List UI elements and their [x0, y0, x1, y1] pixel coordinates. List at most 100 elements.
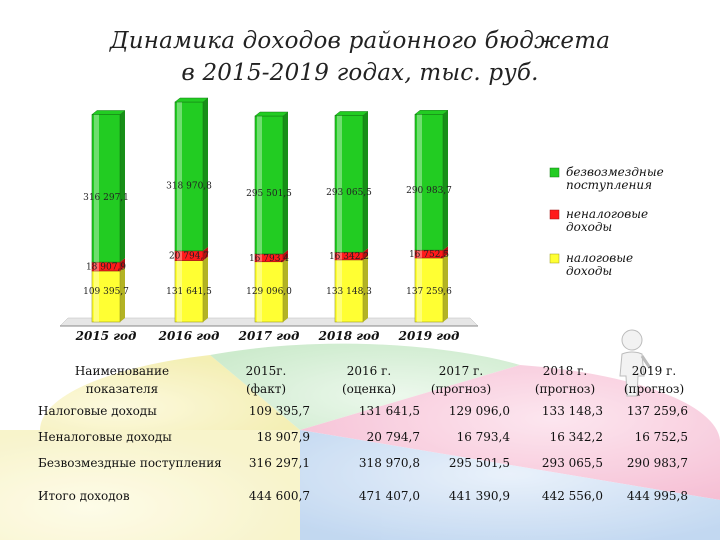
legend-swatch-0 — [549, 167, 560, 178]
bar-highlight-1-4 — [417, 250, 422, 258]
bar-2-0 — [91, 114, 121, 263]
table-cell-2-2: 295 501,5 — [448, 456, 510, 470]
bar-label-0-2: 129 096,0 — [246, 287, 292, 297]
bar-side-2-0 — [120, 110, 125, 263]
decorative-pie — [0, 343, 720, 540]
legend-label-line1-0: безвозмездные — [566, 165, 664, 179]
table-cell-0-1: 131 641,5 — [358, 404, 420, 418]
bar-0-1 — [174, 260, 204, 323]
x-tick-label-3: 2018 год — [318, 329, 380, 343]
bar-label-0-3: 133 148,3 — [326, 287, 372, 297]
table-header-5-line2: (прогноз) — [623, 382, 685, 396]
table-header-2-line2: (оценка) — [341, 382, 397, 396]
legend-label-1: неналоговые доходы — [566, 207, 648, 234]
bar-2-3 — [334, 115, 364, 253]
bar-side-1-4 — [443, 246, 448, 258]
bar-side-0-0 — [120, 266, 125, 322]
bar-side-0-3 — [363, 255, 368, 322]
x-tick-label-4: 2019 год — [398, 329, 460, 343]
table-header-3-line1: 2017 г. — [438, 364, 484, 378]
page-title-line1: Динамика доходов районного бюджета — [109, 28, 611, 54]
bar-side-1-3 — [363, 248, 368, 260]
pie-slice-yellow-lower — [0, 430, 300, 540]
table-cell-1-4: 16 752,5 — [634, 430, 688, 444]
table-cell-1-0: 18 907,9 — [256, 430, 310, 444]
legend-label-line2-2: доходы — [566, 264, 612, 278]
bar-side-0-2 — [283, 257, 288, 322]
x-tick-label-0: 2015 год — [75, 329, 137, 343]
bar-side-2-4 — [443, 110, 448, 251]
table-cell-0-0: 109 395,7 — [248, 404, 310, 418]
table-cell-2-1: 318 970,8 — [358, 456, 420, 470]
pie-fade-overlay — [0, 300, 720, 540]
table-cell-2-3: 293 065,5 — [541, 456, 603, 470]
bar-0-3 — [334, 259, 364, 323]
person-figure-icon — [619, 329, 652, 397]
table-row-label-3: Итого доходов — [38, 489, 130, 503]
bar-label-1-1: 20 794,7 — [169, 252, 209, 262]
legend-label-line1-2: налоговые — [566, 251, 633, 265]
bar-top-3 — [334, 111, 369, 116]
table-cell-2-0: 316 297,1 — [248, 456, 310, 470]
legend-swatch-2 — [549, 253, 560, 264]
table-header-1-line2: (факт) — [245, 382, 287, 396]
pie-slice-blue — [300, 430, 720, 540]
bar-label-0-0: 109 395,7 — [83, 287, 129, 297]
bar-side-0-4 — [443, 253, 448, 322]
table-cell-1-3: 16 342,2 — [549, 430, 603, 444]
legend-label-2: налоговые доходы — [566, 251, 633, 278]
bar-labels-group: 109 395,7 18 907,9 316 297,1 131 641,5 20 79… — [83, 181, 452, 297]
bar-label-0-4: 137 259,6 — [406, 287, 452, 297]
bar-highlight-1-1 — [177, 250, 182, 261]
bar-top-1 — [174, 97, 209, 103]
legend-label-line1-1: неналоговые — [566, 207, 648, 221]
bar-side-2-2 — [283, 112, 288, 254]
x-tick-labels-group: 2015 год 2016 год 2017 год 2018 год 2019 год — [75, 329, 460, 343]
bar-label-1-3: 16 342,2 — [329, 252, 369, 262]
table-cell-3-4: 444 995,8 — [626, 489, 688, 503]
table-header-0-line2: показателя — [85, 382, 159, 396]
bar-highlight-2-4 — [417, 114, 422, 251]
table-header-2-line1: 2016 г. — [346, 364, 392, 378]
bar-side-1-0 — [120, 258, 125, 271]
bar-highlight-0-2 — [257, 261, 262, 322]
bar-top-4 — [414, 110, 449, 115]
bar-label-2-3: 293 065,5 — [326, 188, 372, 198]
table-cell-0-4: 137 259,6 — [626, 404, 688, 418]
bar-label-2-4: 290 983,7 — [406, 186, 452, 196]
legend-swatch-1 — [549, 209, 560, 220]
bars-group — [91, 97, 449, 323]
table-header-3-line2: (прогноз) — [430, 382, 492, 396]
table-header-1-line1: 2015г. — [245, 364, 287, 378]
table-cell-3-1: 471 407,0 — [358, 489, 420, 503]
table-cell-1-1: 20 794,7 — [366, 430, 420, 444]
x-tick-label-2: 2017 год — [238, 329, 300, 343]
bar-0-2 — [254, 261, 284, 323]
bar-label-1-2: 16 793,4 — [249, 254, 289, 264]
bar-label-0-1: 131 641,5 — [166, 287, 212, 297]
bar-side-0-1 — [203, 256, 208, 322]
table-cell-0-3: 133 148,3 — [541, 404, 603, 418]
table-cell-2-4: 290 983,7 — [626, 456, 688, 470]
bar-0-4 — [414, 257, 444, 323]
bar-side-2-1 — [203, 98, 208, 251]
table-cell-1-2: 16 793,4 — [456, 430, 510, 444]
table-header-4-line1: 2018 г. — [542, 364, 588, 378]
bar-highlight-2-3 — [337, 115, 342, 253]
table-header-4-line2: (прогноз) — [534, 382, 596, 396]
bar-2-1 — [174, 101, 204, 252]
bar-top-0 — [91, 110, 126, 115]
bar-top-2 — [254, 111, 289, 117]
table-cell-3-0: 444 600,7 — [248, 489, 310, 503]
table-row-label-2: Безвозмездные поступления — [38, 456, 222, 470]
table-cell-0-2: 129 096,0 — [448, 404, 510, 418]
bar-side-1-1 — [203, 246, 208, 261]
legend-label-line2-0: поступления — [566, 178, 652, 192]
table-cell-3-2: 441 390,9 — [448, 489, 510, 503]
bar-side-1-2 — [283, 249, 288, 262]
bar-2-2 — [254, 115, 284, 255]
bar-highlight-0-0 — [94, 270, 99, 322]
